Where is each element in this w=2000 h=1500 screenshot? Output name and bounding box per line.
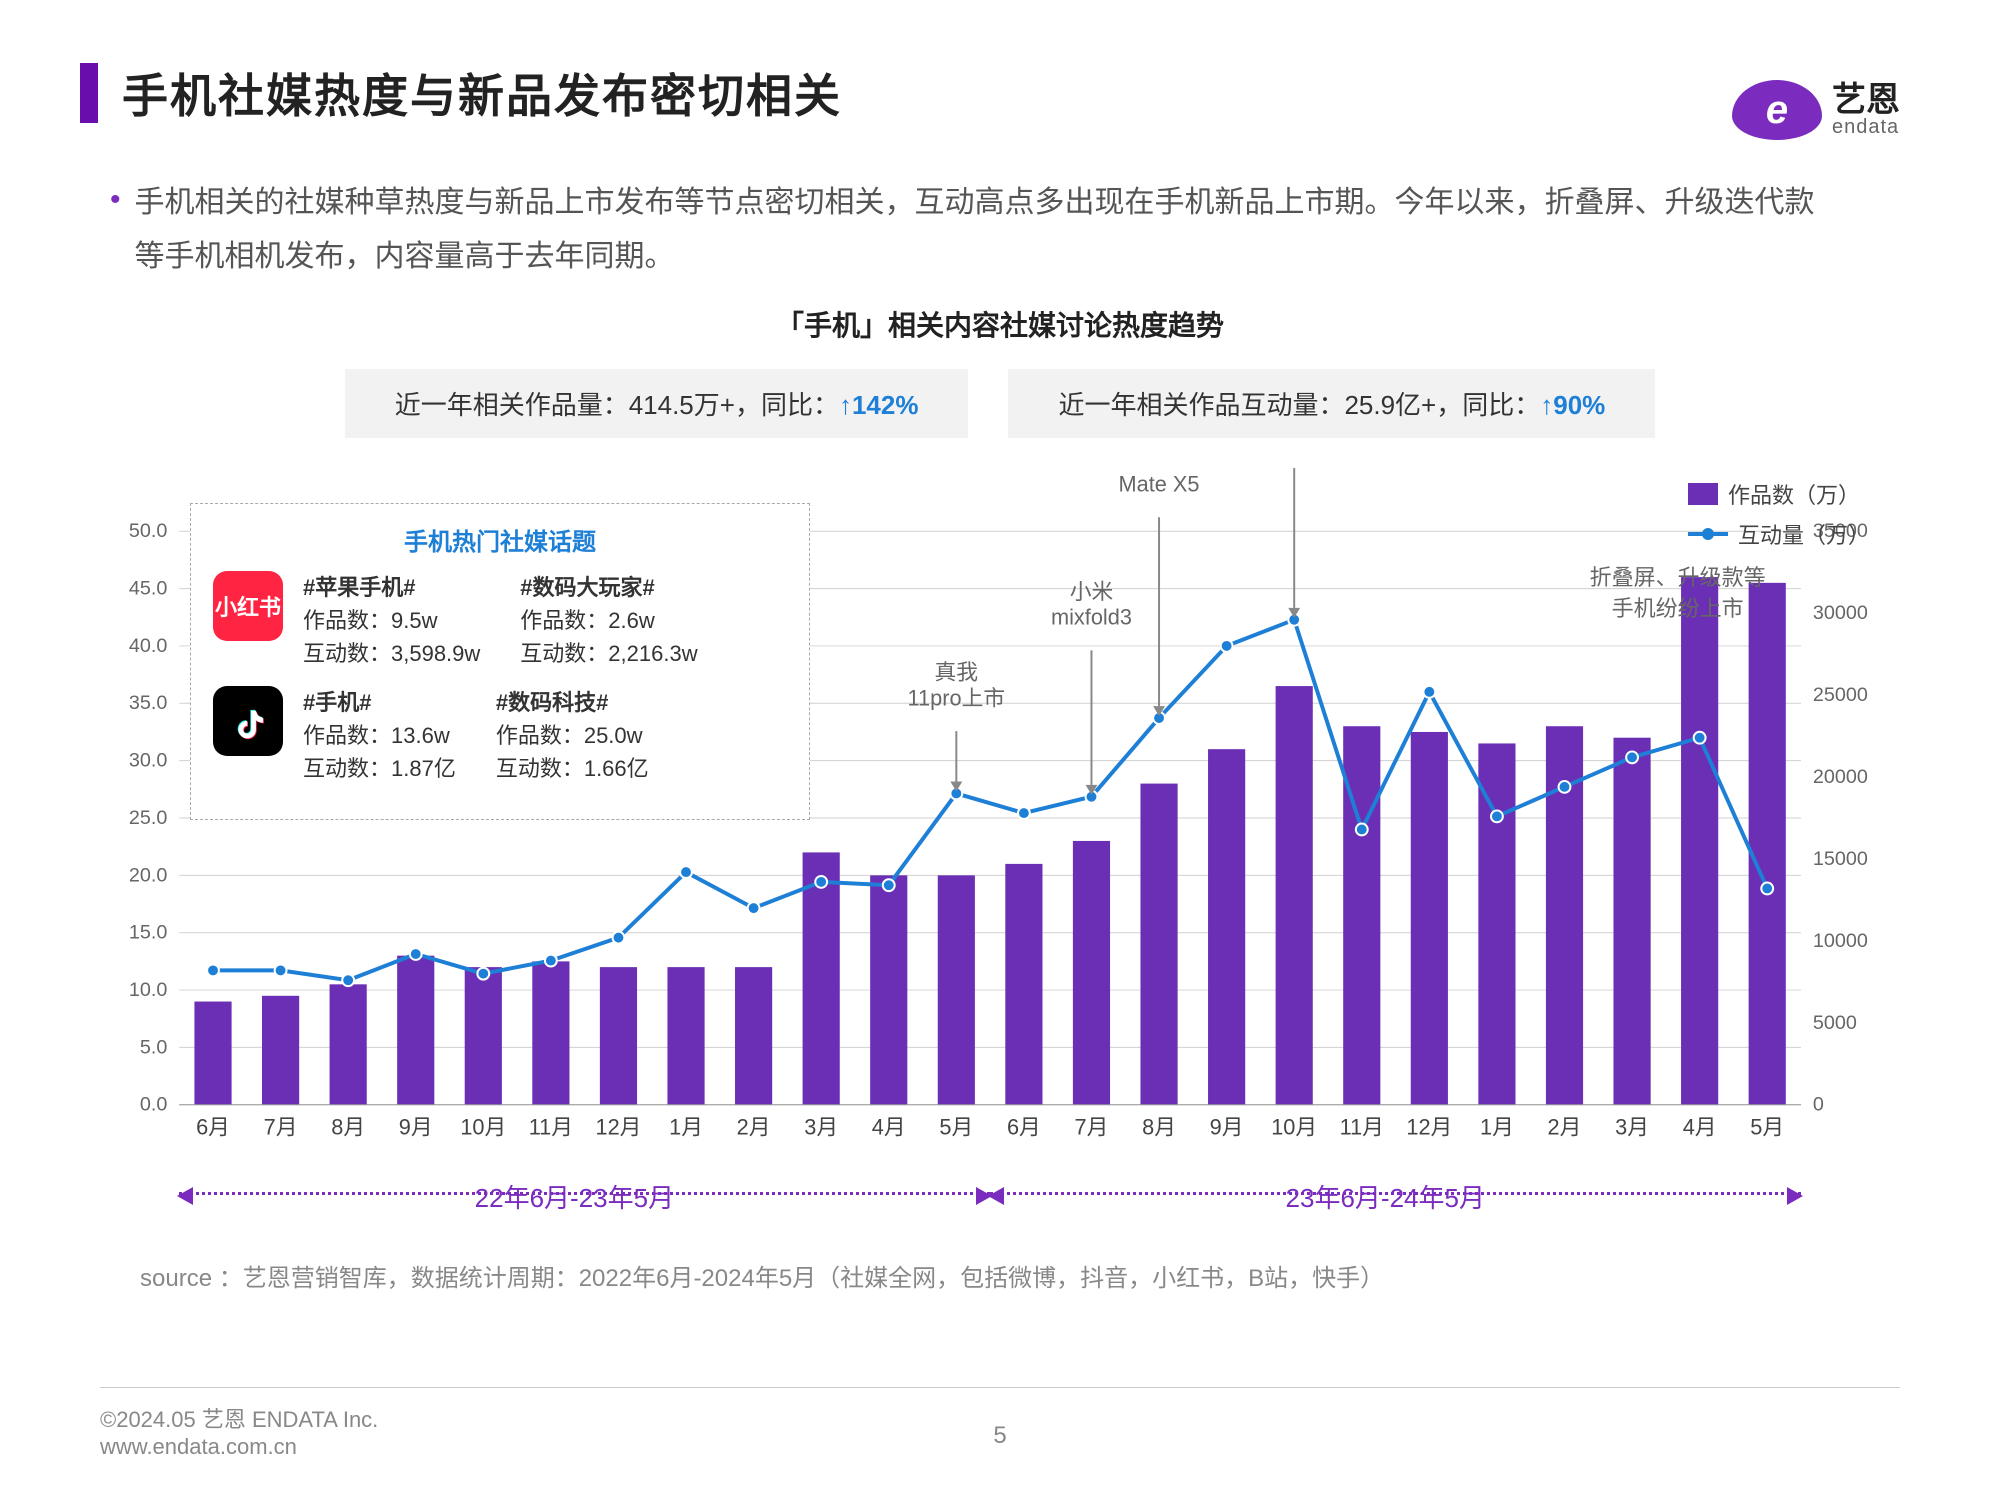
svg-text:50.0: 50.0 — [129, 520, 167, 542]
svg-text:30.0: 30.0 — [129, 750, 167, 772]
page-number: 5 — [993, 1422, 1006, 1450]
period-label-2: 23年6月-24年5月 — [1286, 1178, 1485, 1215]
stat-interactions: 近一年相关作品互动量：25.9亿+，同比：↑90% — [1008, 369, 1655, 438]
topic-panel-title: 手机热门社媒话题 — [213, 522, 787, 557]
dy-topic-2: #数码科技# 作品数：25.0w 互动数：1.66亿 — [496, 686, 649, 785]
svg-text:3月: 3月 — [1615, 1114, 1649, 1139]
page-title: 手机社媒热度与新品发布密切相关 — [122, 60, 842, 126]
svg-text:20.0: 20.0 — [129, 864, 167, 886]
svg-text:30000: 30000 — [1813, 602, 1868, 624]
source-note: source ：艺恩营销智库，数据统计周期：2022年6月-2024年5月（社媒… — [140, 1258, 1920, 1293]
svg-text:12月: 12月 — [595, 1114, 641, 1139]
xhs-icon: 小红书 — [213, 571, 283, 641]
svg-text:小米: 小米 — [1070, 579, 1114, 604]
svg-text:11月: 11月 — [529, 1114, 573, 1139]
svg-text:7月: 7月 — [264, 1114, 298, 1139]
svg-text:4月: 4月 — [1683, 1114, 1717, 1139]
svg-text:5.0: 5.0 — [140, 1036, 167, 1058]
svg-text:15000: 15000 — [1813, 848, 1868, 870]
svg-text:5月: 5月 — [1750, 1114, 1784, 1139]
svg-text:0: 0 — [1813, 1094, 1824, 1116]
svg-text:10月: 10月 — [1271, 1114, 1317, 1139]
period-label-1: 22年6月-23年5月 — [475, 1178, 674, 1215]
svg-text:25000: 25000 — [1813, 684, 1868, 706]
svg-text:6月: 6月 — [196, 1114, 230, 1139]
svg-text:Mate X5: Mate X5 — [1119, 472, 1200, 497]
svg-text:真我: 真我 — [935, 660, 979, 685]
xhs-topic-1: #苹果手机# 作品数：9.5w 互动数：3,598.9w — [303, 571, 480, 670]
svg-text:11pro上市: 11pro上市 — [908, 685, 1006, 710]
svg-text:40.0: 40.0 — [129, 635, 167, 657]
svg-text:10月: 10月 — [460, 1114, 506, 1139]
svg-text:20000: 20000 — [1813, 766, 1868, 788]
svg-text:4月: 4月 — [872, 1114, 906, 1139]
xhs-topic-2: #数码大玩家# 作品数：2.6w 互动数：2,216.3w — [520, 571, 697, 670]
topic-panel: 手机热门社媒话题 小红书 #苹果手机# 作品数：9.5w 互动数：3,598.9… — [190, 503, 810, 820]
svg-text:5000: 5000 — [1813, 1012, 1857, 1034]
svg-text:25.0: 25.0 — [129, 807, 167, 829]
svg-text:1月: 1月 — [1480, 1114, 1514, 1139]
logo-mark: e — [1732, 80, 1822, 140]
svg-text:3月: 3月 — [804, 1114, 838, 1139]
svg-text:9月: 9月 — [1210, 1114, 1244, 1139]
svg-text:5月: 5月 — [939, 1114, 973, 1139]
svg-text:9月: 9月 — [399, 1114, 433, 1139]
bullet-text: 手机相关的社媒种草热度与新品上市发布等节点密切相关，互动高点多出现在手机新品上市… — [135, 176, 1835, 284]
stat-works: 近一年相关作品量：414.5万+，同比：↑142% — [345, 369, 969, 438]
dy-topic-1: #手机# 作品数：13.6w 互动数：1.87亿 — [303, 686, 456, 785]
svg-text:12月: 12月 — [1406, 1114, 1452, 1139]
svg-text:2月: 2月 — [737, 1114, 771, 1139]
svg-text:8月: 8月 — [1142, 1114, 1176, 1139]
svg-text:10000: 10000 — [1813, 930, 1868, 952]
title-accent — [80, 63, 98, 123]
svg-text:10.0: 10.0 — [129, 979, 167, 1001]
logo-en: endata — [1832, 117, 1900, 137]
svg-text:mixfold3: mixfold3 — [1051, 605, 1132, 630]
svg-text:华为: 华为 — [1137, 468, 1181, 471]
logo-cn: 艺恩 — [1832, 83, 1900, 117]
brand-logo: e 艺恩 endata — [1732, 80, 1900, 140]
svg-text:11月: 11月 — [1340, 1114, 1384, 1139]
svg-text:15.0: 15.0 — [129, 922, 167, 944]
annotation-foldable: 折叠屏、升级款等手机纷纷上市 — [1590, 563, 1766, 625]
chart-legend: 作品数（万） 互动量（万） — [1688, 478, 1870, 558]
svg-text:2月: 2月 — [1548, 1114, 1582, 1139]
footer-copy: ©2024.05 艺恩 ENDATA Inc. www.endata.com.c… — [100, 1402, 378, 1460]
douyin-icon — [213, 686, 283, 756]
svg-text:0.0: 0.0 — [140, 1094, 167, 1116]
bullet-dot: • — [110, 176, 121, 284]
svg-text:8月: 8月 — [331, 1114, 365, 1139]
svg-text:7月: 7月 — [1075, 1114, 1109, 1139]
chart-subtitle: 「手机」相关内容社媒讨论热度趋势 — [80, 304, 1920, 344]
svg-text:1月: 1月 — [669, 1114, 703, 1139]
svg-text:6月: 6月 — [1007, 1114, 1041, 1139]
svg-text:35.0: 35.0 — [129, 692, 167, 714]
svg-text:45.0: 45.0 — [129, 578, 167, 600]
